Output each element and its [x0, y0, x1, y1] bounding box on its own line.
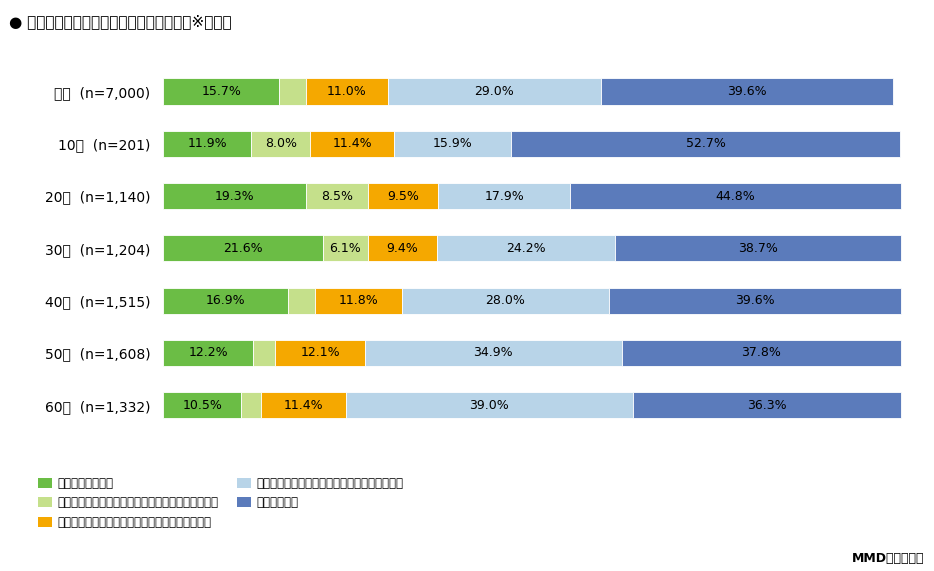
Bar: [262, 392, 346, 419]
Text: 12.2%: 12.2%: [189, 347, 228, 359]
Bar: [279, 78, 306, 104]
Bar: [601, 78, 893, 104]
Bar: [512, 131, 899, 157]
Text: 11.8%: 11.8%: [339, 294, 378, 307]
Bar: [633, 392, 900, 419]
Bar: [276, 340, 364, 366]
Bar: [364, 340, 622, 366]
Bar: [571, 183, 900, 209]
Bar: [368, 235, 437, 262]
Bar: [288, 288, 316, 313]
Bar: [163, 78, 279, 104]
Bar: [622, 340, 900, 366]
Text: MMD研究所調べ: MMD研究所調べ: [852, 552, 925, 565]
Bar: [346, 392, 633, 419]
Bar: [310, 131, 394, 157]
Text: 9.5%: 9.5%: [388, 190, 419, 203]
Bar: [616, 235, 900, 262]
Bar: [394, 131, 512, 157]
Bar: [322, 235, 368, 262]
Bar: [163, 288, 288, 313]
Text: 9.4%: 9.4%: [387, 242, 418, 255]
Bar: [251, 131, 310, 157]
Text: 10.5%: 10.5%: [182, 399, 222, 412]
Bar: [163, 131, 251, 157]
Text: 36.3%: 36.3%: [747, 399, 786, 412]
Bar: [163, 183, 305, 209]
Bar: [241, 392, 262, 419]
Text: 39.0%: 39.0%: [470, 399, 509, 412]
Text: 29.0%: 29.0%: [474, 85, 515, 98]
Text: 11.9%: 11.9%: [188, 138, 227, 150]
Bar: [253, 340, 276, 366]
Text: 39.6%: 39.6%: [728, 85, 767, 98]
Text: 15.7%: 15.7%: [202, 85, 241, 98]
Text: 52.7%: 52.7%: [686, 138, 726, 150]
Text: 8.5%: 8.5%: [321, 190, 353, 203]
Bar: [609, 288, 900, 313]
Legend: 現在利用している, 現在は利用していないが過去に利用したことがある, どのようなサービスなのか、内容まで知っている, 聞いたことはあるが、サービス内容は知らない: 現在利用している, 現在は利用していないが過去に利用したことがある, どのような…: [37, 477, 403, 529]
Bar: [438, 183, 571, 209]
Bar: [388, 78, 601, 104]
Text: 15.9%: 15.9%: [432, 138, 473, 150]
Text: 34.9%: 34.9%: [474, 347, 513, 359]
Bar: [163, 235, 322, 262]
Text: 11.0%: 11.0%: [327, 85, 367, 98]
Bar: [316, 288, 403, 313]
Text: ● ポイント投資の認知～利用状況（単数）※年代別: ● ポイント投資の認知～利用状況（単数）※年代別: [9, 14, 232, 29]
Text: 28.0%: 28.0%: [486, 294, 526, 307]
Text: 39.6%: 39.6%: [735, 294, 774, 307]
Text: 17.9%: 17.9%: [485, 190, 524, 203]
Text: 12.1%: 12.1%: [300, 347, 340, 359]
Text: 6.1%: 6.1%: [330, 242, 361, 255]
Bar: [305, 183, 368, 209]
Bar: [368, 183, 438, 209]
Bar: [403, 288, 609, 313]
Text: 24.2%: 24.2%: [506, 242, 546, 255]
Text: 11.4%: 11.4%: [333, 138, 372, 150]
Text: 38.7%: 38.7%: [738, 242, 778, 255]
Text: 21.6%: 21.6%: [223, 242, 262, 255]
Text: 16.9%: 16.9%: [205, 294, 246, 307]
Text: 44.8%: 44.8%: [715, 190, 756, 203]
Text: 11.4%: 11.4%: [284, 399, 323, 412]
Bar: [437, 235, 616, 262]
Bar: [163, 340, 253, 366]
Text: 19.3%: 19.3%: [215, 190, 254, 203]
Text: 8.0%: 8.0%: [264, 138, 297, 150]
Text: 37.8%: 37.8%: [742, 347, 781, 359]
Bar: [306, 78, 388, 104]
Bar: [163, 392, 241, 419]
